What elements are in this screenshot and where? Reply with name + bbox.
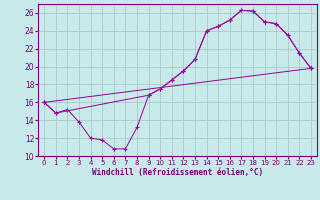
X-axis label: Windchill (Refroidissement éolien,°C): Windchill (Refroidissement éolien,°C) <box>92 168 263 177</box>
